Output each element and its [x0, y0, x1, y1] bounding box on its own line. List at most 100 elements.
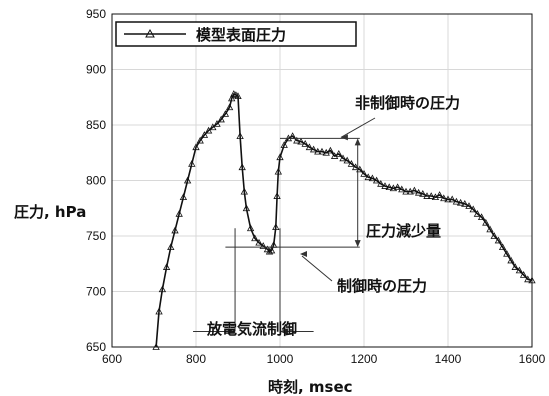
- data-point-marker: [326, 146, 335, 154]
- data-point-marker: [265, 247, 274, 255]
- data-point-marker: [259, 242, 267, 249]
- data-point-marker: [440, 194, 448, 202]
- data-point-marker: [179, 193, 188, 201]
- data-point-marker: [213, 120, 221, 127]
- data-point-marker: [314, 147, 322, 155]
- y-tick-label: 950: [86, 7, 106, 21]
- data-point-marker: [423, 192, 431, 199]
- data-point-marker: [309, 145, 318, 153]
- x-axis-title: 時刻, msec: [268, 378, 353, 396]
- data-point-marker: [162, 263, 171, 270]
- data-point-marker: [183, 176, 192, 184]
- data-point-marker: [171, 226, 179, 234]
- y-tick-label: 750: [86, 229, 106, 243]
- data-point-marker: [490, 232, 498, 239]
- control-end-arrow-icon: [280, 328, 287, 335]
- data-point-marker: [234, 92, 242, 100]
- legend-triangle-marker-icon: [145, 28, 155, 38]
- data-point-marker: [528, 276, 536, 284]
- data-point-marker: [228, 94, 236, 102]
- data-point-marker: [372, 176, 381, 184]
- data-point-marker: [351, 163, 360, 171]
- data-point-marker: [469, 205, 477, 213]
- data-point-marker: [305, 143, 314, 151]
- annotation-lines: [193, 117, 376, 335]
- uncontrolled-pressure-arrow-icon: [340, 134, 348, 141]
- data-point-marker: [368, 174, 377, 182]
- data-point-marker: [402, 187, 410, 195]
- data-point-marker: [200, 131, 209, 138]
- data-point-marker: [347, 160, 356, 167]
- data-point-marker: [196, 136, 204, 144]
- data-point-marker: [318, 147, 326, 155]
- x-tick-label: 1400: [435, 352, 462, 366]
- data-point-marker: [273, 192, 281, 199]
- data-point-marker: [524, 275, 532, 283]
- data-point-marker: [452, 197, 461, 205]
- data-point-marker: [301, 140, 309, 147]
- annotation-controlled-pressure: 制御時の圧力: [337, 277, 427, 295]
- controlled-pressure-arrow-icon: [300, 251, 307, 257]
- control-start-arrow-icon: [228, 328, 236, 335]
- data-point-marker: [236, 132, 244, 139]
- data-point-marker: [175, 209, 183, 217]
- reduction-arrow-down-icon: [354, 240, 361, 248]
- data-point-marker: [225, 103, 234, 111]
- data-point-marker: [188, 160, 196, 167]
- plot-area-frame: [111, 13, 533, 348]
- legend-label-series: 模型表面圧力: [196, 26, 286, 44]
- data-point-marker: [242, 204, 251, 212]
- controlled-pressure-leader: [301, 255, 333, 282]
- data-point-marker: [204, 126, 213, 134]
- data-point-marker: [158, 285, 167, 293]
- data-point-marker: [152, 343, 160, 350]
- uncontrolled-pressure-leader: [340, 117, 376, 138]
- data-point-marker: [381, 182, 389, 189]
- data-point-marker: [503, 249, 511, 257]
- data-point-marker: [274, 167, 282, 175]
- data-point-marker: [482, 218, 490, 226]
- data-point-marker: [498, 243, 507, 250]
- data-point-marker: [519, 271, 528, 278]
- data-point-marker: [240, 187, 248, 195]
- data-point-marker: [448, 195, 456, 203]
- grid-lines: [111, 13, 533, 348]
- data-point-marker: [343, 156, 351, 164]
- annotation-pressure-reduction: 圧力減少量: [366, 222, 441, 240]
- data-point-marker: [276, 153, 284, 161]
- y-axis-title: 圧力, hPa: [14, 203, 86, 221]
- x-tick-label: 800: [186, 352, 206, 366]
- data-point-marker: [419, 189, 427, 197]
- data-point-marker: [217, 115, 225, 123]
- data-point-marker: [339, 154, 347, 162]
- legend: 模型表面圧力: [115, 21, 357, 47]
- data-point-marker: [515, 266, 524, 274]
- data-point-marker: [221, 110, 230, 117]
- data-point-marker: [167, 243, 175, 250]
- data-point-marker: [410, 186, 419, 194]
- data-point-marker: [406, 187, 414, 195]
- data-point-marker: [486, 225, 494, 233]
- annotation-uncontrolled-pressure: 非制御時の圧力: [355, 94, 460, 112]
- data-point-marker: [356, 165, 364, 173]
- data-point-marker: [507, 256, 515, 264]
- y-tick-label: 650: [86, 340, 106, 354]
- data-point-marker: [335, 150, 343, 157]
- data-point-marker: [385, 183, 393, 191]
- annotation-discharge-flow-control: 放電気流制御: [206, 320, 297, 338]
- data-point-marker: [297, 137, 305, 145]
- data-point-marker: [209, 123, 217, 131]
- data-point-marker: [377, 179, 385, 187]
- data-point-marker: [414, 188, 423, 196]
- data-point-marker: [461, 199, 469, 207]
- data-point-marker: [155, 307, 163, 315]
- x-tick-label: 1600: [519, 352, 546, 366]
- data-point-marker: [246, 224, 255, 232]
- data-point-marker: [293, 136, 301, 144]
- data-point-marker: [267, 246, 276, 254]
- data-point-marker: [255, 238, 263, 246]
- y-tick-label: 850: [86, 118, 106, 132]
- data-point-marker: [364, 173, 372, 181]
- y-tick-label: 900: [86, 63, 106, 77]
- data-point-marker: [511, 263, 519, 270]
